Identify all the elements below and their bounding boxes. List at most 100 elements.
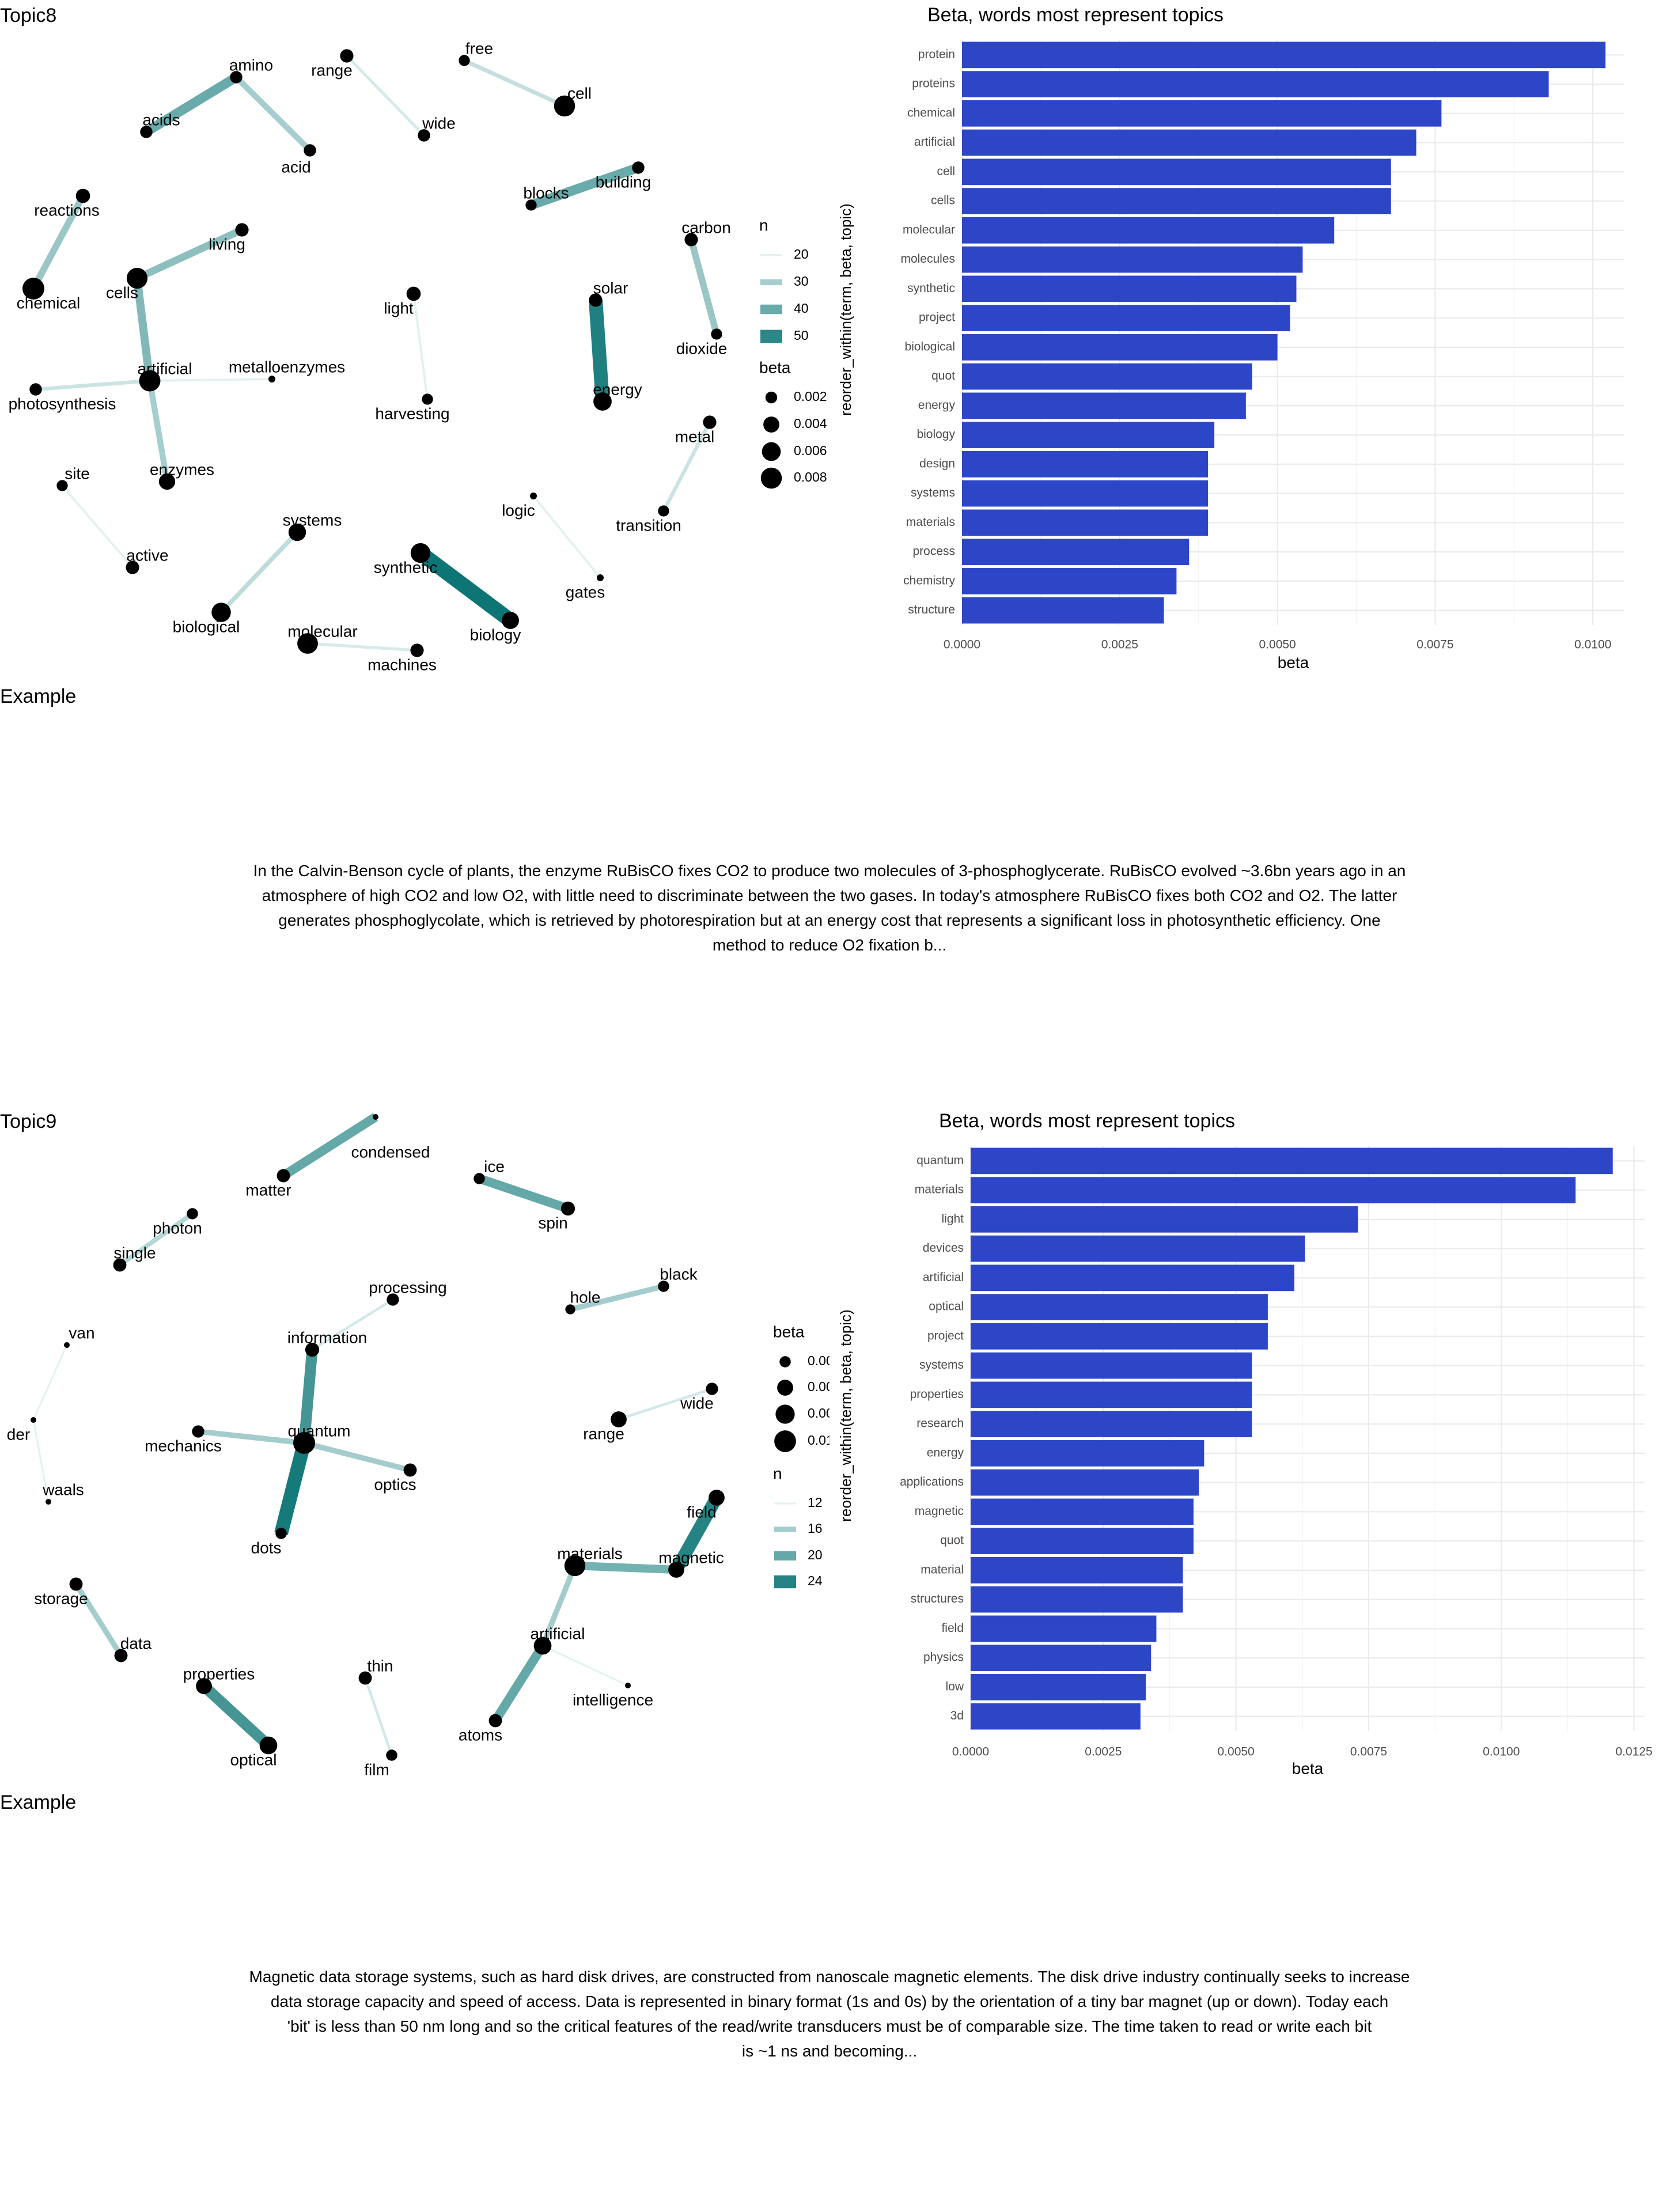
network-node — [474, 1173, 485, 1184]
bar — [971, 1264, 1294, 1291]
x-tick-label: 0.0075 — [1350, 1745, 1387, 1759]
network-edge — [61, 484, 134, 569]
legend-n-label: 50 — [794, 328, 809, 343]
network-node — [703, 415, 717, 429]
x-tick-label: 0.0050 — [1218, 1745, 1255, 1759]
x-axis-title: beta — [1292, 1759, 1324, 1777]
node-label: properties — [183, 1665, 255, 1683]
category-tick-label: light — [941, 1212, 964, 1225]
node-label: light — [384, 299, 414, 317]
node-label: synthetic — [374, 558, 438, 576]
category-tick-label: energy — [918, 399, 956, 412]
legend-beta-dot — [777, 1380, 793, 1396]
node-label: systems — [283, 511, 342, 529]
network-node — [196, 1678, 212, 1694]
topic9-beta-bar-chart: quantum materials light devices artificial op… — [837, 1110, 1653, 1777]
bar — [962, 568, 1177, 594]
x-tick-label: 0.0025 — [1085, 1745, 1122, 1759]
example-label: Example — [0, 685, 77, 707]
network-edge — [532, 495, 601, 579]
network-edge — [363, 1677, 393, 1756]
node-label: cells — [106, 283, 138, 301]
node-label: free — [465, 39, 493, 57]
network-edge — [542, 1645, 628, 1687]
bar — [962, 158, 1391, 185]
node-label: materials — [557, 1544, 623, 1562]
network-node — [632, 161, 645, 174]
network-node — [658, 1281, 669, 1292]
legend-n-swatch — [774, 1551, 796, 1560]
category-tick-label: quot — [940, 1534, 964, 1547]
node-label: quantum — [288, 1422, 351, 1440]
bar — [971, 1411, 1252, 1437]
bar — [962, 217, 1335, 244]
node-label: metalloenzymes — [229, 358, 345, 376]
legend-n-label: 16 — [808, 1521, 823, 1536]
legend-n-label: 20 — [794, 247, 809, 262]
legend-beta-label: 0.012 — [808, 1433, 830, 1448]
category-tick-label: cells — [931, 194, 955, 207]
network-edge — [135, 226, 244, 282]
topic8-beta-bar-chart: protein proteins chemical artificial cell cel… — [837, 4, 1624, 671]
network-node — [658, 505, 669, 517]
network-title: Topic9 — [0, 1111, 57, 1132]
network-node — [29, 383, 42, 396]
topic9-network-graph: condensed matter ice spin photon single proces… — [7, 1113, 830, 1778]
legend-beta-dot — [763, 416, 779, 433]
category-tick-label: low — [945, 1680, 964, 1693]
network-edge — [234, 75, 312, 153]
node-label: transition — [616, 516, 681, 534]
node-label: thin — [367, 1657, 393, 1675]
node-label: information — [287, 1328, 368, 1346]
network-node — [275, 1528, 287, 1539]
bar — [962, 275, 1297, 302]
network-edge — [569, 1283, 665, 1312]
network-node — [418, 129, 430, 142]
bar — [962, 246, 1303, 273]
category-tick-label: project — [919, 311, 955, 324]
bar — [962, 305, 1290, 331]
legend-n-label: 40 — [794, 301, 809, 316]
network-node — [276, 1169, 290, 1183]
node-label: photosynthesis — [9, 395, 116, 412]
network-node — [406, 286, 421, 301]
legend-beta-dot — [779, 1356, 791, 1368]
node-label: magnetic — [658, 1548, 724, 1566]
bar — [962, 71, 1549, 97]
node-label: active — [126, 546, 168, 564]
network-node — [340, 49, 354, 63]
example-line: is ~1 ns and becoming... — [741, 2042, 918, 2060]
category-tick-label: materials — [915, 1183, 964, 1196]
network-node — [706, 1382, 718, 1395]
network-node — [709, 1490, 725, 1506]
network-node — [387, 1293, 399, 1306]
node-label: site — [65, 464, 90, 482]
network-edge — [574, 1561, 677, 1574]
network-node — [373, 1114, 378, 1120]
category-tick-label: artificial — [923, 1271, 964, 1284]
network-node — [386, 1749, 397, 1761]
x-tick-label: 0.0025 — [1101, 638, 1138, 652]
node-label: dioxide — [676, 339, 728, 357]
node-label: storage — [34, 1589, 88, 1607]
node-label: dots — [251, 1539, 282, 1556]
x-tick-label: 0.0075 — [1416, 638, 1453, 652]
example-line: method to reduce O2 fixation b... — [712, 936, 947, 954]
bar — [971, 1294, 1268, 1320]
category-tick-label: 3d — [950, 1709, 964, 1722]
network-title: Topic8 — [0, 5, 57, 26]
network-node — [597, 574, 604, 581]
category-tick-label: systems — [911, 486, 955, 499]
bar — [962, 509, 1209, 536]
y-axis-title: reorder_within(term, beta, topic) — [837, 203, 854, 415]
category-tick-label: project — [927, 1329, 964, 1342]
example-label: Example — [0, 1791, 77, 1813]
network-node — [684, 233, 698, 247]
bar — [971, 1469, 1199, 1496]
network-edge — [311, 1298, 394, 1351]
x-tick-label: 0.0000 — [952, 1745, 989, 1759]
network-node — [297, 633, 318, 654]
network-edge — [298, 1349, 318, 1444]
bar — [971, 1557, 1183, 1584]
legend-n-swatch — [760, 254, 782, 256]
